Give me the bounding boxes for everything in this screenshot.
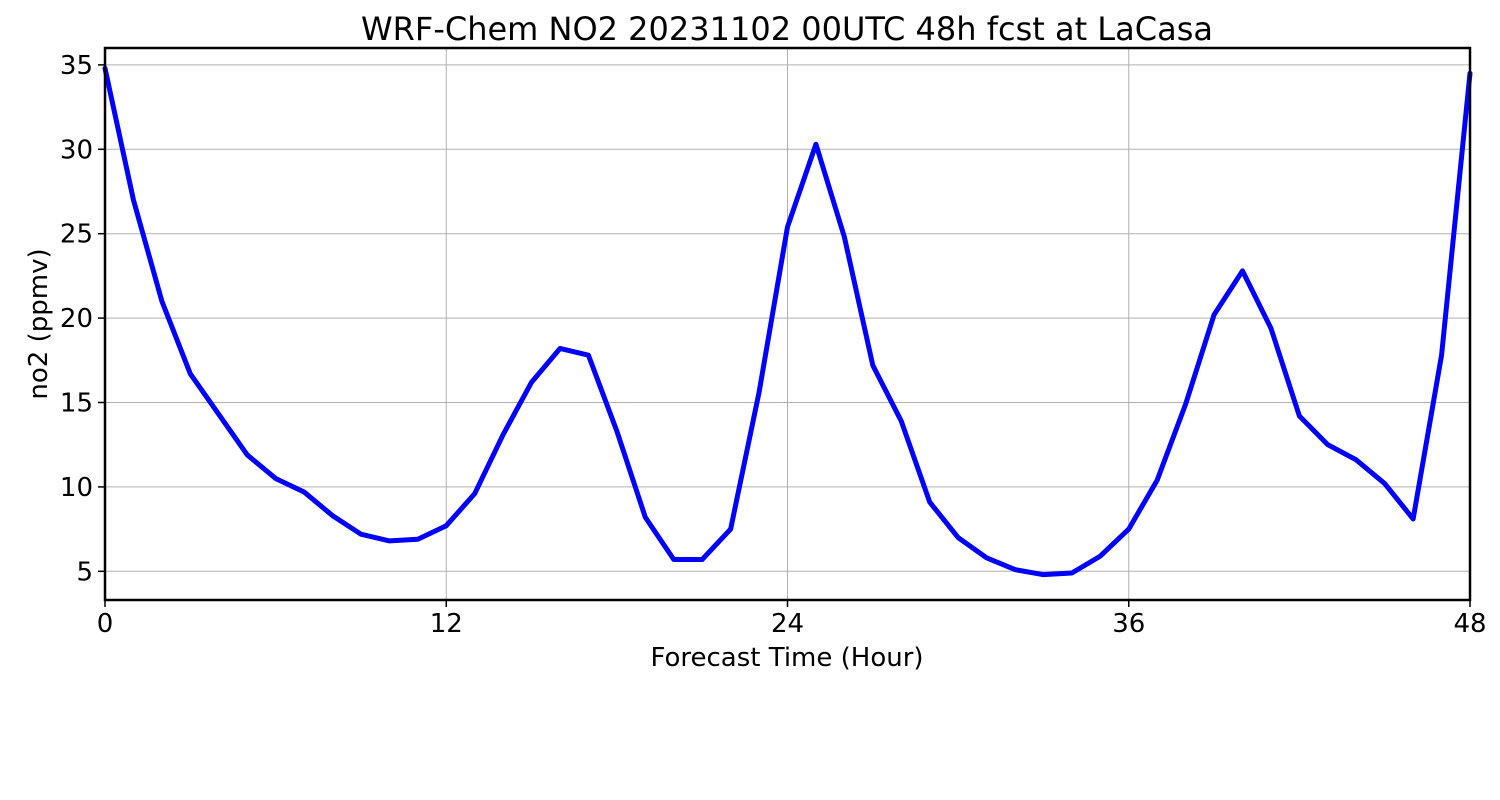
chart-title: WRF-Chem NO2 20231102 00UTC 48h fcst at … <box>361 10 1213 48</box>
y-tick-label: 15 <box>60 388 93 418</box>
y-tick-label: 25 <box>60 220 93 250</box>
plot-frame <box>103 46 1472 602</box>
y-axis-label: no2 (ppmv) <box>24 248 54 399</box>
no2-series-line <box>102 65 1473 578</box>
x-tick-label: 36 <box>1112 609 1145 639</box>
x-axis-label: Forecast Time (Hour) <box>650 643 923 673</box>
y-tick-label: 20 <box>60 304 93 334</box>
y-tick-label: 10 <box>60 473 93 503</box>
grid <box>104 48 1471 600</box>
x-tick-label: 12 <box>430 609 463 639</box>
x-tick-label: 48 <box>1453 609 1486 639</box>
y-axis-ticks: 5 10 15 20 25 30 35 <box>60 51 105 587</box>
x-axis-ticks: 0 12 24 36 48 <box>97 600 1487 639</box>
x-tick-label: 0 <box>97 609 114 639</box>
y-tick-label: 30 <box>60 135 93 165</box>
y-tick-label: 5 <box>76 557 93 587</box>
y-tick-label: 35 <box>60 51 93 81</box>
x-tick-label: 24 <box>771 609 804 639</box>
